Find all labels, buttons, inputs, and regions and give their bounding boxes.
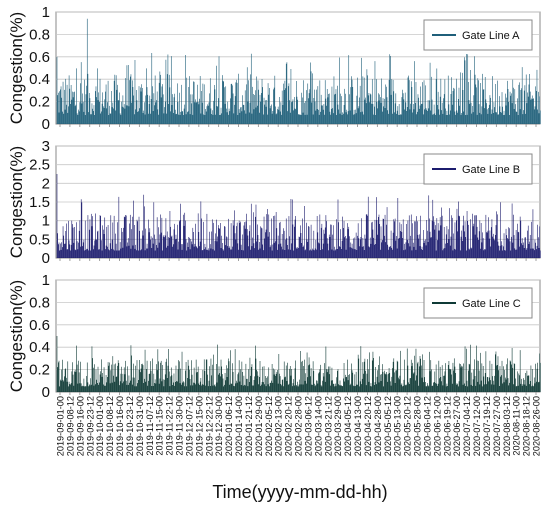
x-tick-label: 2019-11-22-12 xyxy=(165,396,175,456)
x-tick-label: 2020-04-13-00 xyxy=(353,396,363,456)
x-tick-label: 2019-09-08-12 xyxy=(65,396,75,456)
legend-box xyxy=(423,19,533,51)
x-tick-label: 2020-04-20-12 xyxy=(363,396,373,456)
x-tick-label: 2020-03-06-12 xyxy=(303,396,313,456)
x-tick-label: 2020-04-28-00 xyxy=(373,396,383,456)
x-tick-label: 2019-11-15-00 xyxy=(155,396,165,456)
x-tick-label: 2020-05-20-12 xyxy=(403,396,413,456)
x-tick-label: 2020-06-12-00 xyxy=(432,396,442,456)
x-axis-title: Time(yyyy-mm-dd-hh) xyxy=(212,482,387,502)
x-tick-label: 2020-02-13-00 xyxy=(274,396,284,456)
x-tick-label: 2020-07-19-12 xyxy=(482,396,492,456)
x-tick-label: 2019-10-31-00 xyxy=(135,396,145,456)
y-tick-label: 0.6 xyxy=(29,317,50,334)
legend-label: Gate Line B xyxy=(462,164,520,176)
x-tick-label: 2020-06-04-12 xyxy=(422,396,432,456)
x-tick-label: 2019-12-07-12 xyxy=(184,396,194,456)
y-tick-label: 2.5 xyxy=(29,157,50,174)
x-tick-label: 2020-01-21-12 xyxy=(244,396,254,456)
x-tick-label: 2020-02-20-12 xyxy=(284,396,294,456)
x-tick-label: 2019-09-01-00 xyxy=(56,396,66,456)
x-tick-label: 2020-07-12-00 xyxy=(472,396,482,456)
y-axis-title: Congestion(%) xyxy=(7,280,26,392)
legend-box xyxy=(423,287,533,319)
x-tick-label: 2020-06-19-12 xyxy=(442,396,452,456)
y-tick-label: 0.4 xyxy=(29,71,50,88)
x-tick-label: 2019-12-30-00 xyxy=(214,396,224,456)
x-tick-label: 2019-09-16-00 xyxy=(75,396,85,456)
y-tick-label: 0.8 xyxy=(29,294,50,311)
y-tick-label: 0.4 xyxy=(29,339,50,356)
x-tick-label: 2020-01-06-12 xyxy=(224,396,234,456)
x-tick-label: 2020-03-21-12 xyxy=(323,396,333,456)
x-tick-label: 2019-10-16-00 xyxy=(115,396,125,456)
bar-series xyxy=(56,18,541,392)
x-tick-label: 2019-12-22-12 xyxy=(204,396,214,456)
x-tick-label: 2020-05-13-00 xyxy=(393,396,403,456)
legend-label: Gate Line A xyxy=(462,30,520,42)
x-tick-label: 2020-03-29-00 xyxy=(333,396,343,456)
x-tick-label: 2020-08-18-12 xyxy=(522,396,532,456)
x-tick-label: 2019-10-08-12 xyxy=(105,396,115,456)
y-tick-label: 1 xyxy=(42,272,50,289)
x-tick-label: 2019-09-23-12 xyxy=(85,396,95,456)
x-tick-label: 2020-07-04-12 xyxy=(462,396,472,456)
axes xyxy=(59,124,537,395)
x-tick-label: 2019-11-07-12 xyxy=(145,396,155,456)
y-tick-label: 1 xyxy=(42,213,50,230)
y-tick-label: 1 xyxy=(42,4,50,21)
y-tick-label: 0.6 xyxy=(29,49,50,66)
x-tick-label: 2020-05-28-00 xyxy=(413,396,423,456)
legend-label: Gate Line C xyxy=(462,298,521,310)
x-tick-label: 2020-03-14-00 xyxy=(313,396,323,456)
y-tick-label: 3 xyxy=(42,138,50,155)
x-tick-label: 2020-02-05-12 xyxy=(264,396,274,456)
x-tick-label: 2019-10-01-00 xyxy=(95,396,105,456)
y-tick-label: 0 xyxy=(42,250,50,267)
y-axis-title: Congestion(%) xyxy=(7,12,26,124)
series-bars-2 xyxy=(56,174,541,258)
x-tick-label: 2020-08-26-00 xyxy=(532,396,542,456)
y-tick-label: 1.5 xyxy=(29,194,50,211)
x-tick-label: 2019-11-30-00 xyxy=(175,396,185,456)
series-bars-3 xyxy=(56,336,541,392)
y-tick-label: 0.8 xyxy=(29,26,50,43)
x-tick-label: 2020-04-05-12 xyxy=(343,396,353,456)
y-tick-label: 0.2 xyxy=(29,362,50,379)
x-tick-label: 2020-08-03-12 xyxy=(502,396,512,456)
x-tick-label: 2020-01-14-00 xyxy=(234,396,244,456)
x-tick-label: 2020-07-27-00 xyxy=(492,396,502,456)
y-tick-label: 2 xyxy=(42,175,50,192)
x-tick-label: 2020-06-27-00 xyxy=(452,396,462,456)
series-bars-1 xyxy=(56,18,541,124)
y-tick-label: 0.2 xyxy=(29,94,50,111)
x-tick-label: 2020-05-05-12 xyxy=(383,396,393,456)
y-tick-label: 0 xyxy=(42,116,50,133)
x-tick-label: 2020-02-28-00 xyxy=(294,396,304,456)
x-tick-label: 2019-10-23-12 xyxy=(125,396,135,456)
x-tick-label: 2020-01-29-00 xyxy=(254,396,264,456)
y-tick-label: 0 xyxy=(42,384,50,401)
y-tick-label: 0.5 xyxy=(29,231,50,248)
x-tick-label: 2020-08-11-00 xyxy=(512,396,522,456)
x-tick-label: 2019-12-15-00 xyxy=(194,396,204,456)
y-axis-title: Congestion(%) xyxy=(7,146,26,258)
labels: 0 0.2 0.4 0.6 0.8 1 Congestion(%) Gate Line A 0 0… xyxy=(7,4,542,502)
